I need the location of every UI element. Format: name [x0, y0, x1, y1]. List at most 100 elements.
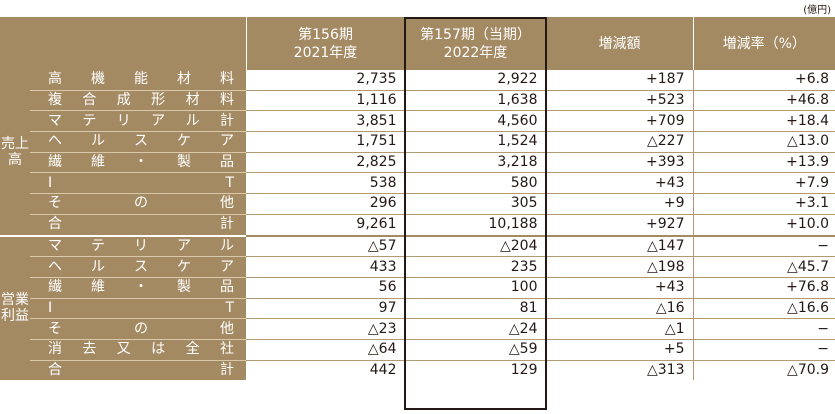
- value-fy2021: 97: [246, 298, 406, 320]
- value-fy2021: △57: [246, 235, 406, 258]
- value-fy2022: △204: [405, 235, 547, 258]
- row-label-char: 全: [185, 341, 200, 358]
- value-change-rate: −: [693, 318, 835, 340]
- value-fy2022: 580: [405, 172, 547, 195]
- value-fy2021: 3,851: [246, 110, 406, 133]
- value-fy2021: △23: [246, 318, 406, 340]
- value-change: △16: [546, 298, 694, 320]
- row-label-char: 料: [219, 92, 234, 109]
- value-fy2022: 4,560: [405, 110, 547, 133]
- row-label-char: 繊: [48, 154, 62, 171]
- header-prev-year: 第156期 2021年度: [246, 17, 406, 70]
- row-label: 高機能材料: [30, 70, 246, 91]
- row-label-char: T: [225, 299, 234, 316]
- row-label-char: 計: [220, 361, 234, 378]
- value-change-rate: △16.6: [693, 298, 835, 320]
- value-change-rate: +46.8: [693, 90, 835, 112]
- row-label-char: ・: [134, 154, 148, 171]
- financial-table: 第156期 2021年度 第157期（当期） 2022年度 増減額 増減率（%）…: [0, 17, 835, 381]
- row-label-char: 能: [134, 71, 148, 88]
- sales-section: 売上高高機能材料 2,735 2,922 +187 +6.8 複合成形材料 1,116 1,6…: [0, 70, 835, 237]
- value-change: +187: [546, 70, 694, 91]
- row-label-char: ル: [185, 112, 200, 129]
- operating-income-section: 営業利益マテリアル △57 △204 △147− ヘルスケア 433 235 △198 △45.…: [0, 235, 835, 381]
- row-label-char: 高: [48, 71, 62, 88]
- value-change: △198: [546, 256, 694, 278]
- row-label: マテリアル計: [30, 110, 246, 133]
- row-label-char: 他: [220, 320, 234, 337]
- value-change: +709: [546, 110, 694, 133]
- row-label: ヘルスケア: [30, 256, 246, 278]
- row-label-char: 又: [116, 341, 131, 358]
- row-label: 繊 維 ・ 製 品: [30, 277, 246, 299]
- header-change-rate: 増減率（%）: [693, 17, 835, 70]
- table-row: 営業利益マテリアル △57 △204 △147−: [0, 235, 835, 381]
- value-change: △1: [546, 318, 694, 340]
- row-label-char: ル: [91, 258, 105, 275]
- table-row: 消 去 又 は 全 社 △64 △59 +5−: [0, 339, 835, 361]
- row-label-char: ア: [220, 133, 234, 150]
- row-label-char: テ: [91, 237, 105, 254]
- row-label-char: の: [134, 195, 148, 212]
- value-change-rate: +76.8: [693, 277, 835, 299]
- header-row: 第156期 2021年度 第157期（当期） 2022年度 増減額 増減率（%）: [0, 17, 835, 70]
- row-label: その他: [30, 318, 246, 340]
- value-fy2021: 442: [246, 360, 406, 381]
- value-change: △147: [546, 235, 694, 258]
- value-fy2022: 235: [405, 256, 547, 278]
- table-row: ヘ ル ス ケ ア 433 235 △198 △45.7: [0, 256, 835, 278]
- value-fy2021: 1,751: [246, 131, 406, 153]
- value-change: +43: [546, 277, 694, 299]
- row-label-char: I: [48, 174, 53, 191]
- curr-period-label: 第157期（当期）: [420, 26, 531, 43]
- row-label: その他: [30, 193, 246, 215]
- value-change-rate: −: [693, 235, 835, 258]
- unit-label: (億円): [803, 5, 831, 16]
- value-change: +5: [546, 339, 694, 361]
- table-row: 合計 9,261 10,188 +927 +10.0: [0, 214, 835, 237]
- value-change-rate: +6.8: [693, 70, 835, 91]
- row-label-char: ル: [220, 237, 234, 254]
- row-label-char: リ: [134, 237, 148, 254]
- prev-year-label: 2021年度: [293, 44, 358, 61]
- value-change-rate: △70.9: [787, 361, 829, 378]
- row-label-char: 計: [220, 216, 234, 233]
- value-fy2022: 1,524: [405, 131, 547, 153]
- row-label-char: 社: [219, 341, 234, 358]
- header-current-year: 第157期（当期） 2022年度: [405, 17, 547, 70]
- row-label-char: そ: [48, 195, 62, 212]
- row-label-char: は: [151, 341, 166, 358]
- row-label-char: 形: [151, 92, 166, 109]
- value-change: △313: [546, 360, 694, 381]
- row-label: マテリアル: [30, 235, 246, 258]
- header-corner: [0, 17, 247, 70]
- row-label-char: 品: [220, 154, 234, 171]
- row-label-char: 計: [219, 112, 234, 129]
- row-label-char: マ: [48, 112, 62, 129]
- row-label-char: リ: [116, 112, 131, 129]
- value-fy2022: △24: [405, 318, 547, 340]
- value-fy2022: 100: [405, 277, 547, 299]
- value-fy2022: 10,188: [405, 214, 547, 237]
- row-label-char: 複: [48, 92, 62, 109]
- row-label: 複合成形材料: [30, 90, 246, 112]
- row-label-char: ル: [91, 133, 105, 150]
- header-change: 増減額: [546, 17, 694, 70]
- row-label-char: 消: [48, 341, 62, 358]
- value-change-rate: +10.0: [693, 214, 835, 237]
- row-label-char: I: [48, 299, 53, 316]
- value-fy2022: 2,922: [405, 70, 547, 91]
- row-label-char: ケ: [177, 258, 191, 275]
- row-label-char: 合: [82, 92, 97, 109]
- value-change-rate: +13.9: [693, 152, 835, 174]
- row-label-char: ケ: [177, 133, 191, 150]
- row-label: 合計: [30, 360, 246, 381]
- row-label-char: 料: [220, 71, 234, 88]
- value-fy2021: 296: [246, 193, 406, 215]
- value-fy2022: 3,218: [405, 152, 547, 174]
- section-label: 営業利益: [0, 235, 30, 381]
- value-fy2021: 2,735: [246, 70, 406, 91]
- row-label-char: そ: [48, 320, 62, 337]
- row-label-char: ア: [177, 237, 191, 254]
